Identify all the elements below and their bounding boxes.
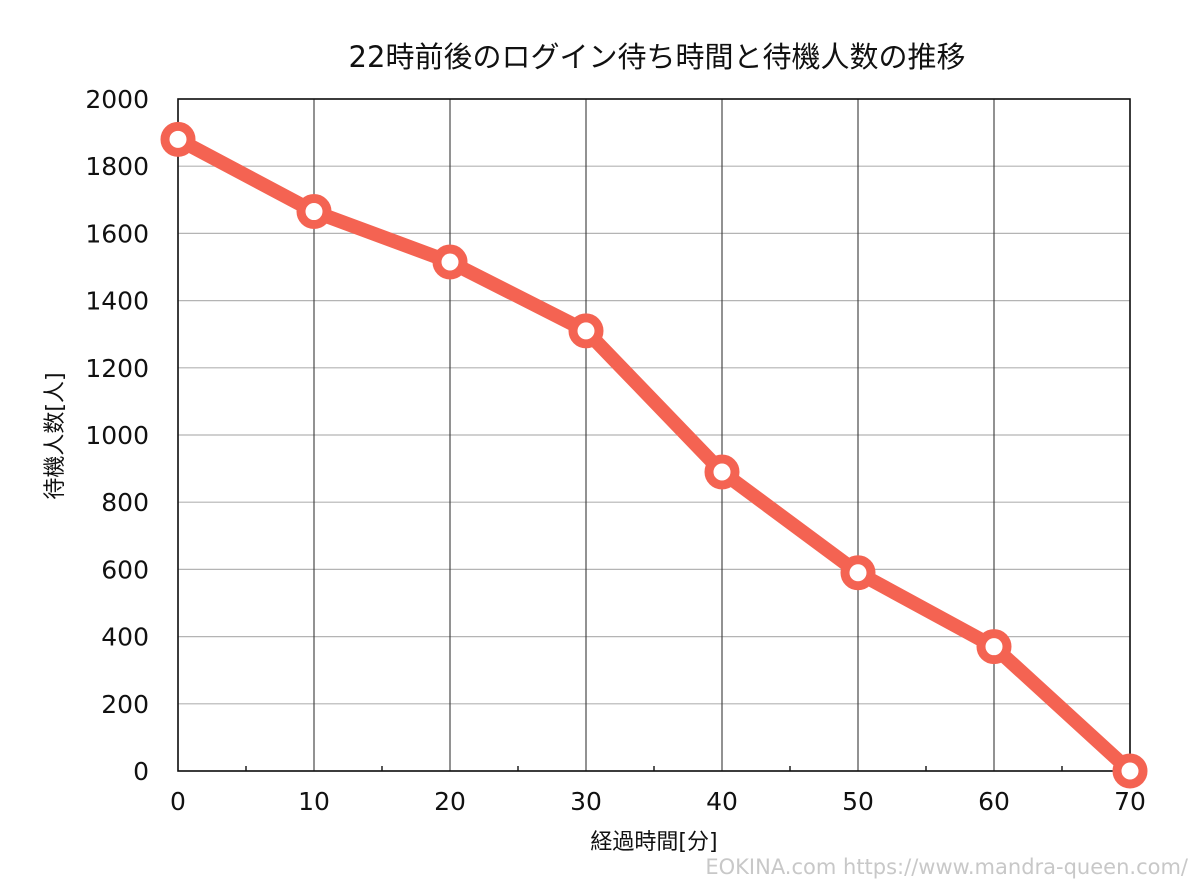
x-tick-label: 40 — [706, 787, 738, 816]
y-tick-label: 1600 — [85, 219, 149, 248]
y-tick-label: 400 — [101, 623, 149, 652]
y-tick-label: 1000 — [85, 421, 149, 450]
x-tick-label: 0 — [170, 787, 186, 816]
y-tick-label: 600 — [101, 555, 149, 584]
y-tick-label: 1800 — [85, 152, 149, 181]
x-tick-label: 60 — [978, 787, 1010, 816]
chart-title: 22時前後のログイン待ち時間と待機人数の推移 — [349, 40, 966, 74]
x-axis-label: 経過時間[分] — [590, 830, 717, 855]
y-tick-label: 0 — [133, 757, 149, 786]
x-tick-labels: 0 10 20 30 40 50 60 70 — [170, 787, 1146, 816]
y-tick-label: 2000 — [85, 85, 149, 114]
y-tick-label: 800 — [101, 488, 149, 517]
series-layer — [160, 121, 1148, 789]
y-tick-labels: 0 200 400 600 800 1000 1200 1400 1600 1800 2000 — [85, 85, 149, 786]
x-tick-label: 50 — [842, 787, 874, 816]
x-tick-label: 70 — [1114, 787, 1146, 816]
y-tick-label: 1200 — [85, 354, 149, 383]
data-point — [432, 244, 468, 280]
x-minor-ticks — [245, 766, 1063, 771]
series-line — [171, 132, 1137, 778]
data-point — [976, 629, 1012, 665]
y-tick-label: 200 — [101, 690, 149, 719]
data-point — [1112, 753, 1148, 789]
watermark-text: EOKINA.com https://www.mandra-queen.com/ — [705, 855, 1189, 879]
data-point — [840, 555, 876, 591]
x-tick-label: 30 — [570, 787, 602, 816]
data-point — [568, 313, 604, 349]
x-tick-label: 10 — [298, 787, 330, 816]
data-point — [160, 121, 196, 157]
data-point — [704, 454, 740, 490]
x-tick-label: 20 — [434, 787, 466, 816]
y-tick-label: 1400 — [85, 287, 149, 316]
data-point — [296, 194, 332, 230]
y-axis-label: 待機人数[人] — [43, 372, 68, 499]
